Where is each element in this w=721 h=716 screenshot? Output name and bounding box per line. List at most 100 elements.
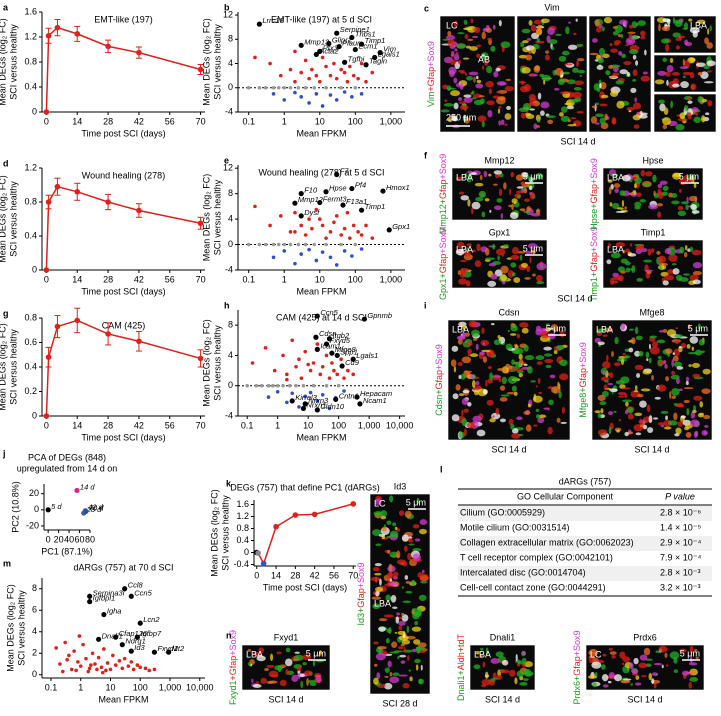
cell-signal bbox=[497, 255, 500, 261]
cell-signal bbox=[634, 97, 637, 103]
cell-signal bbox=[500, 265, 509, 274]
y-tick-label: 20 bbox=[29, 488, 39, 498]
cell-signal bbox=[465, 341, 473, 347]
point bbox=[288, 230, 293, 234]
cell-signal bbox=[487, 109, 493, 118]
cell-signal bbox=[528, 93, 536, 101]
cell-signal bbox=[683, 252, 688, 258]
cell-signal bbox=[385, 594, 392, 602]
cell-signal bbox=[451, 115, 458, 122]
cell-signal bbox=[547, 27, 555, 36]
cell-signal bbox=[258, 647, 264, 654]
cell-signal bbox=[598, 24, 603, 29]
cell-signal bbox=[464, 172, 468, 178]
cell-signal bbox=[461, 418, 468, 427]
cell-signal bbox=[510, 262, 517, 268]
cell-signal bbox=[266, 664, 275, 668]
cell-signal bbox=[537, 24, 542, 30]
point bbox=[320, 223, 325, 228]
cell-signal bbox=[678, 35, 686, 39]
region-tag: LBA bbox=[452, 324, 469, 334]
cell-signal bbox=[481, 327, 485, 334]
cell-signal bbox=[513, 376, 518, 383]
cell-signal bbox=[517, 660, 527, 665]
cell-signal bbox=[657, 356, 662, 360]
cell-signal bbox=[654, 79, 665, 85]
y-axis-label: SCI versus healthy bbox=[212, 325, 222, 401]
point bbox=[292, 200, 298, 206]
cell-signal bbox=[260, 677, 267, 684]
point bbox=[285, 377, 289, 382]
cell-signal bbox=[474, 260, 482, 268]
point-label: Id3 bbox=[134, 643, 145, 652]
cell-signal bbox=[482, 342, 486, 346]
point bbox=[99, 665, 104, 670]
micrograph-frame bbox=[585, 644, 705, 691]
cell-signal bbox=[588, 648, 598, 657]
scale-label: 5 μm bbox=[680, 648, 700, 658]
cell-signal bbox=[513, 347, 524, 355]
cell-signal bbox=[594, 19, 600, 27]
cell-signal bbox=[592, 38, 598, 43]
cell-signal bbox=[675, 339, 680, 344]
table-cell: T cell receptor complex (GO:0042101) bbox=[460, 552, 613, 562]
cell-signal bbox=[570, 117, 577, 120]
cell-signal bbox=[635, 335, 643, 341]
cell-signal bbox=[475, 380, 480, 386]
point bbox=[340, 202, 346, 208]
cell-signal bbox=[475, 343, 479, 351]
cell-signal bbox=[614, 336, 619, 345]
image-caption: SCI 14 d bbox=[560, 136, 595, 146]
cell-signal bbox=[561, 50, 570, 56]
cell-signal bbox=[624, 206, 627, 210]
cell-signal bbox=[671, 192, 678, 198]
cell-signal bbox=[521, 327, 529, 334]
y-axis-label: SCI versus healthy bbox=[8, 24, 18, 100]
cell-signal bbox=[622, 656, 631, 663]
cell-signal bbox=[532, 251, 536, 254]
cell-signal bbox=[511, 203, 514, 211]
cell-signal bbox=[528, 19, 533, 26]
chart-title: DEGs (757) that define PC1 (dARGs) bbox=[230, 482, 380, 492]
cell-signal bbox=[517, 194, 521, 199]
x-tick-label: 1,000 bbox=[380, 116, 403, 126]
cell-signal bbox=[460, 195, 469, 201]
panel-letter: a bbox=[3, 2, 9, 12]
y-tick-label: 1.2 bbox=[24, 162, 37, 172]
point-label: Serpina3i bbox=[93, 588, 125, 597]
cell-signal bbox=[671, 263, 677, 266]
cell-signal bbox=[657, 384, 667, 392]
cell-signal bbox=[679, 246, 685, 254]
cell-signal bbox=[294, 651, 300, 654]
cell-signal bbox=[599, 83, 602, 89]
point bbox=[275, 389, 280, 394]
stain-part: Gfap bbox=[438, 254, 448, 274]
point bbox=[349, 34, 355, 41]
point bbox=[326, 336, 333, 342]
point bbox=[342, 70, 347, 75]
x-tick-label: 42 bbox=[310, 570, 320, 580]
y-tick-label: 1.2 bbox=[24, 31, 37, 41]
point bbox=[303, 58, 308, 63]
point bbox=[317, 217, 322, 221]
cell-signal bbox=[644, 49, 647, 56]
point bbox=[86, 669, 91, 674]
x-tick-label: 100 bbox=[348, 116, 363, 126]
point bbox=[166, 649, 172, 655]
cell-signal bbox=[540, 101, 550, 109]
point bbox=[315, 342, 320, 346]
y-axis-label: Mean DEGs (log₂ FC) bbox=[201, 18, 211, 106]
cell-signal bbox=[551, 46, 555, 51]
cell-signal bbox=[566, 105, 575, 110]
cell-signal bbox=[693, 395, 703, 401]
cell-signal bbox=[401, 612, 405, 616]
cell-signal bbox=[627, 71, 630, 77]
cell-signal bbox=[685, 432, 692, 438]
cell-signal bbox=[573, 123, 577, 126]
cell-signal bbox=[268, 680, 278, 684]
micrograph-frame bbox=[653, 93, 717, 133]
point bbox=[299, 376, 304, 380]
cell-signal bbox=[664, 652, 668, 658]
point bbox=[314, 207, 319, 212]
cell-signal bbox=[521, 28, 531, 34]
